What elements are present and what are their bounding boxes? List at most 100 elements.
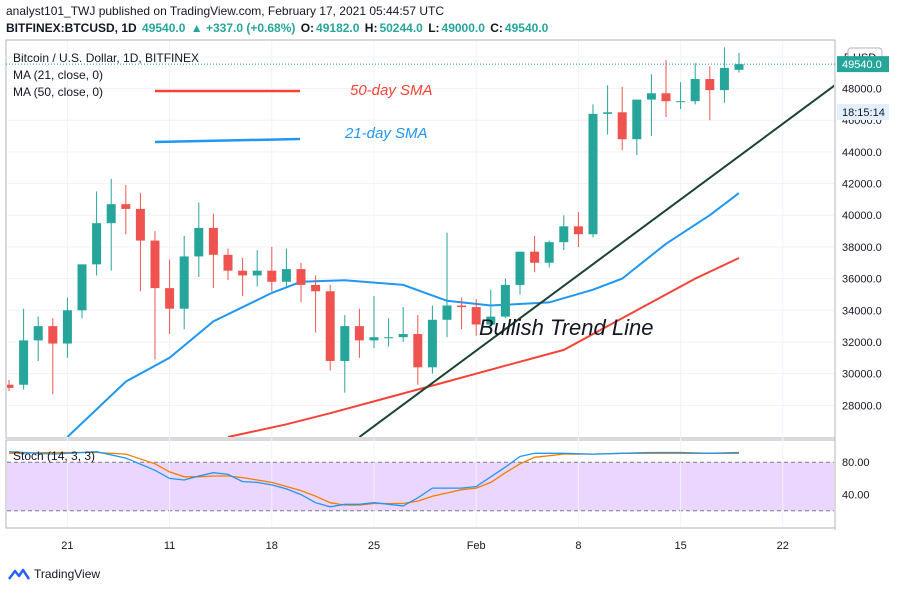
candle	[384, 318, 394, 347]
candle	[62, 297, 72, 358]
time-tick-label: 18	[266, 540, 278, 552]
candle	[150, 231, 160, 360]
candle-body	[121, 204, 131, 209]
countdown: 18:15:14	[842, 107, 885, 119]
stoch-d-path	[8, 451, 739, 506]
candle-body	[340, 326, 350, 361]
tradingview-brand[interactable]: TradingView	[8, 567, 100, 581]
candle-body	[223, 254, 233, 271]
time-tick-label: 25	[368, 540, 380, 552]
candle	[705, 66, 715, 121]
candle	[632, 99, 642, 156]
countdown-box	[837, 104, 889, 120]
candle-body	[208, 227, 218, 255]
price-tick-label: 30000.0	[842, 369, 882, 381]
price-tick-label: 40000.0	[842, 210, 882, 222]
low-label: L:	[428, 21, 440, 35]
candle-body	[427, 319, 437, 368]
last-price-tag: 49540.0	[842, 59, 882, 71]
candle	[588, 104, 598, 238]
candle-body	[530, 251, 540, 263]
price-tick-label: 42000.0	[842, 179, 882, 191]
candle-body	[617, 112, 627, 140]
ma50-line	[227, 257, 740, 437]
candle-body	[632, 99, 642, 140]
candle	[413, 315, 423, 385]
trend-annotation: Bullish Trend Line	[479, 315, 653, 340]
candle	[194, 202, 204, 278]
candle-body	[573, 226, 583, 235]
candle	[398, 307, 408, 342]
candle	[223, 248, 233, 281]
candle-body	[92, 223, 102, 265]
candle-body	[325, 291, 335, 361]
candle-body	[252, 270, 262, 276]
candle-body	[33, 326, 43, 341]
candle	[19, 308, 29, 390]
candle	[296, 262, 306, 303]
candle	[559, 215, 569, 251]
brand-label: TradingView	[34, 567, 101, 581]
stoch-tick-label: 40.00	[842, 490, 870, 502]
last-price-tag-box	[837, 56, 889, 73]
candle-body	[544, 242, 554, 263]
ma50-path	[227, 257, 740, 437]
publish-info: analyst101_TWJ published on TradingView.…	[6, 4, 445, 18]
symbol-label: BITFINEX:BTCUSD, 1D	[6, 21, 137, 35]
chart-title: Bitcoin / U.S. Dollar, 1D, BITFINEX	[13, 51, 199, 65]
candle-body	[281, 269, 291, 282]
candle-body	[500, 284, 510, 317]
candle	[92, 191, 102, 276]
candles	[7, 47, 744, 395]
time-tick-label: Feb	[467, 540, 486, 552]
candle	[500, 278, 510, 319]
sma50-annotation: 50-day SMA	[350, 82, 433, 99]
candle	[486, 289, 496, 333]
time-tick-label: 8	[575, 540, 581, 552]
candle-body	[135, 208, 145, 241]
ma21-line	[66, 192, 740, 437]
price-tick-label: 28000.0	[842, 400, 882, 412]
candle-body	[661, 93, 671, 102]
candle-body	[646, 93, 656, 100]
tradingview-logo-icon	[8, 568, 30, 580]
candle-body	[48, 326, 58, 344]
sma21-annotation: 21-day SMA	[344, 125, 428, 142]
candle	[354, 308, 364, 358]
candle	[603, 85, 613, 135]
candle	[340, 315, 350, 393]
candle	[33, 316, 43, 361]
open-label: O:	[300, 21, 315, 35]
candle-body	[150, 240, 160, 289]
stoch-tick-label: 80.00	[842, 457, 870, 469]
stoch-legend: Stoch (14, 3, 3)	[13, 449, 95, 463]
time-tick-label: 15	[674, 540, 686, 552]
candle	[325, 284, 335, 371]
candle-body	[705, 79, 715, 91]
candle-body	[442, 305, 452, 320]
candle	[48, 318, 58, 395]
high-label: H:	[364, 21, 378, 35]
price-change: ▲ +337.0 (+0.68%)	[190, 21, 296, 35]
candle-body	[690, 79, 700, 102]
candle	[544, 240, 554, 268]
candle-body	[471, 307, 481, 325]
candle-body	[194, 227, 204, 257]
candle-body	[588, 113, 598, 235]
candle	[719, 47, 729, 103]
candle	[471, 299, 481, 336]
close-value: 49540.0	[504, 21, 549, 35]
price-tick-label: 34000.0	[842, 305, 882, 317]
candle-body	[486, 316, 496, 325]
candle-body	[238, 270, 248, 276]
candle-body	[296, 269, 306, 285]
candle	[208, 213, 218, 289]
candle-body	[62, 310, 72, 344]
candle-body	[267, 270, 277, 282]
candle	[281, 248, 291, 287]
time-tick-label: 22	[777, 540, 789, 552]
price-tick-label: 32000.0	[842, 337, 882, 349]
candle	[573, 212, 583, 247]
candle	[369, 296, 379, 349]
